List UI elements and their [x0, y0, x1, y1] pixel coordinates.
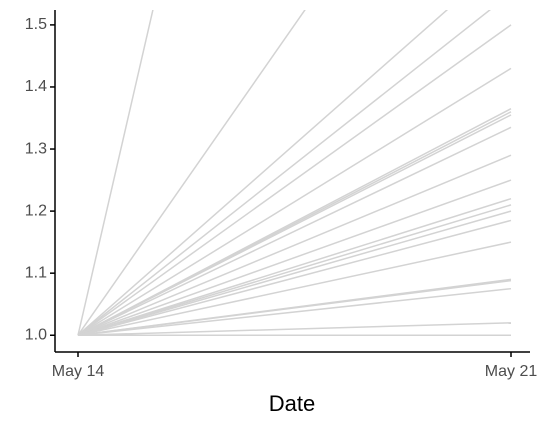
y-tick-label: 1.4: [25, 78, 47, 95]
series-line: [77, 24, 512, 336]
series-line: [77, 279, 512, 336]
series-line: [77, 126, 512, 336]
y-tick-label: 1.1: [25, 264, 47, 281]
series-line: [77, 287, 512, 336]
series-line: [77, 67, 512, 336]
x-tick-label: May 14: [52, 363, 105, 380]
series-line: [77, 197, 512, 336]
series-line: [77, 154, 512, 336]
series-line: [77, 322, 512, 336]
plot-area: [77, 10, 512, 336]
y-tick-label: 1.0: [25, 326, 47, 343]
x-tick-label: May 21: [485, 363, 538, 380]
series-line: [77, 210, 512, 336]
series-line: [77, 179, 512, 336]
series-line: [77, 204, 512, 336]
y-tick-label: 1.3: [25, 140, 47, 157]
series-line: [77, 10, 306, 336]
y-tick-label: 1.2: [25, 202, 47, 219]
series-line: [77, 10, 491, 336]
y-tick-label: 1.5: [25, 16, 47, 33]
series-line: [77, 10, 154, 336]
series-line: [77, 114, 512, 336]
series-line: [77, 219, 512, 336]
series-line: [77, 241, 512, 336]
series-line: [77, 10, 449, 336]
x-axis-title: Date: [269, 391, 315, 416]
